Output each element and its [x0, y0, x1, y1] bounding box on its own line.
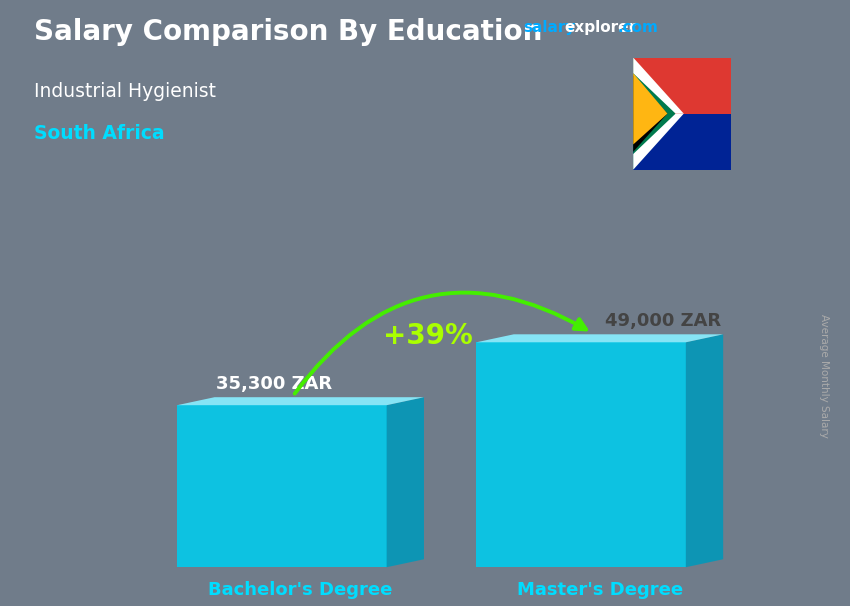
Polygon shape — [177, 397, 424, 405]
Polygon shape — [387, 397, 424, 567]
Text: South Africa: South Africa — [34, 124, 165, 143]
Polygon shape — [476, 335, 723, 342]
Polygon shape — [633, 58, 683, 114]
Polygon shape — [177, 405, 387, 567]
Text: 35,300 ZAR: 35,300 ZAR — [216, 375, 332, 393]
Polygon shape — [633, 76, 667, 152]
Text: Bachelor's Degree: Bachelor's Degree — [208, 581, 393, 599]
Bar — [633, 114, 731, 170]
Polygon shape — [686, 335, 723, 567]
Text: 49,000 ZAR: 49,000 ZAR — [605, 312, 722, 330]
Polygon shape — [476, 342, 686, 567]
Polygon shape — [633, 58, 676, 170]
Text: Salary Comparison By Education: Salary Comparison By Education — [34, 18, 542, 46]
Text: Master's Degree: Master's Degree — [517, 581, 683, 599]
Text: Average Monthly Salary: Average Monthly Salary — [819, 314, 829, 438]
Text: +39%: +39% — [382, 322, 473, 350]
Text: .com: .com — [618, 20, 659, 35]
Bar — [633, 58, 731, 114]
Text: salary: salary — [523, 20, 575, 35]
Polygon shape — [633, 114, 683, 170]
Text: Industrial Hygienist: Industrial Hygienist — [34, 82, 216, 101]
Text: explorer: explorer — [564, 20, 637, 35]
Polygon shape — [633, 73, 667, 144]
